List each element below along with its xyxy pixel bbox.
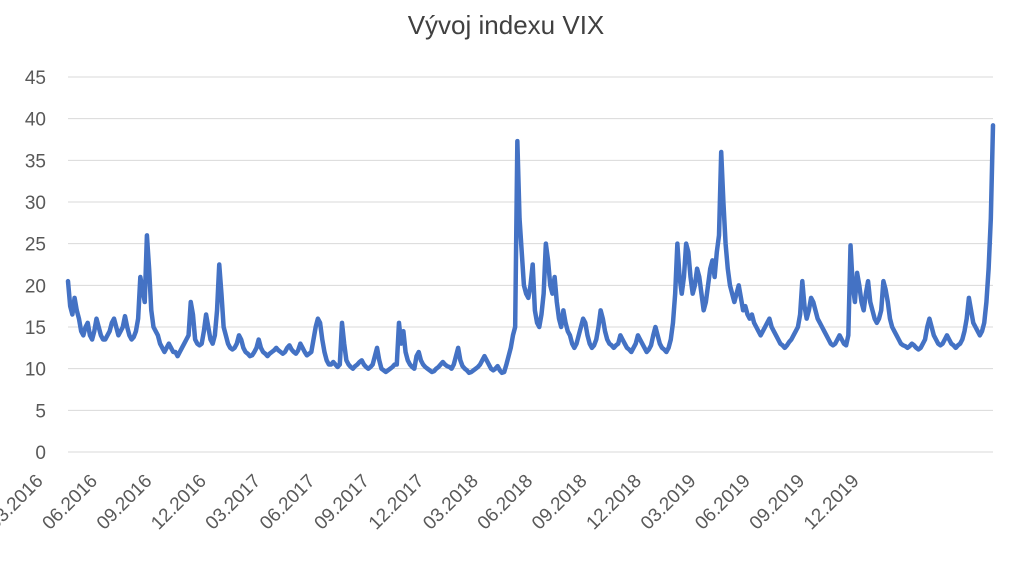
x-tick-label: 03.2019 — [637, 471, 700, 534]
y-tick-label: 25 — [25, 235, 46, 256]
y-tick-label: 10 — [25, 360, 46, 381]
x-tick-label: 03.2017 — [202, 471, 265, 534]
y-tick-label: 45 — [25, 68, 46, 89]
gridlines — [68, 76, 993, 453]
y-tick-label: 30 — [25, 193, 46, 214]
y-tick-label: 20 — [25, 276, 46, 297]
y-tick-label: 35 — [25, 151, 46, 172]
series-layer — [65, 123, 996, 376]
y-tick-label: 5 — [35, 401, 46, 422]
x-tick-label: 09.2018 — [528, 471, 591, 534]
chart-title: Vývoj indexu VIX — [407, 10, 605, 40]
x-tick-label: 03.2018 — [419, 471, 482, 534]
x-tick-label: 12.2018 — [583, 471, 646, 534]
series-line-vix — [65, 123, 996, 376]
x-tick-label: 12.2017 — [365, 471, 428, 534]
x-tick-label: 09.2017 — [311, 471, 374, 534]
y-tick-label: 15 — [25, 318, 46, 339]
x-tick-label: 12.2016 — [147, 471, 210, 534]
x-tick-label: 06.2018 — [474, 471, 537, 534]
x-tick-label: 06.2019 — [691, 471, 754, 534]
x-tick-label: 06.2016 — [39, 471, 102, 534]
x-axis: 03.201606.201609.201612.201603.201706.20… — [0, 471, 864, 534]
x-tick-label: 12.2019 — [800, 471, 863, 534]
y-tick-label: 0 — [35, 443, 46, 464]
x-tick-label: 09.2019 — [746, 471, 809, 534]
y-axis: 0 5 10 15 20 25 30 35 40 45 — [25, 68, 46, 464]
x-tick-label: 03.2016 — [0, 471, 48, 534]
x-tick-label: 06.2017 — [256, 471, 319, 534]
x-tick-label: 09.2016 — [93, 471, 156, 534]
y-tick-label: 40 — [25, 110, 46, 131]
